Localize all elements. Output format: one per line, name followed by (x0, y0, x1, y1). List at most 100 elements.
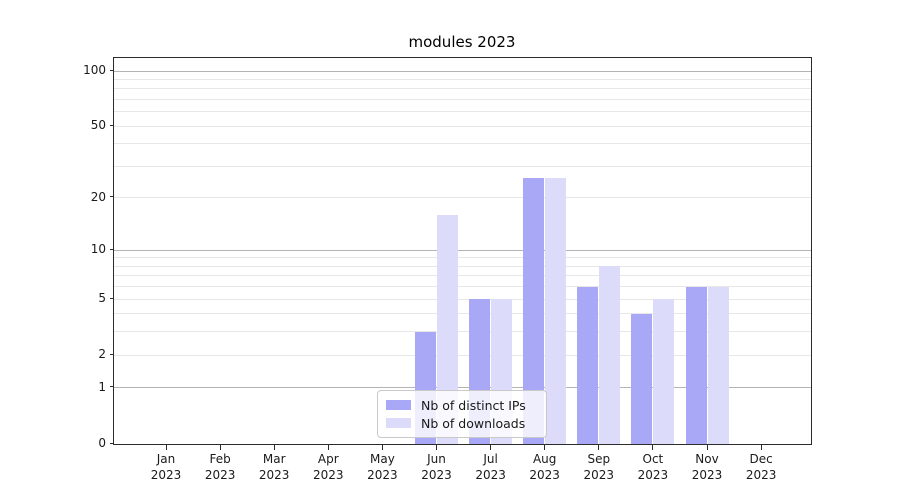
x-tick-label: Jul 2023 (459, 451, 523, 483)
x-tick-year: 2023 (150, 468, 182, 482)
x-tick-year: 2023 (367, 468, 398, 482)
y-tick-mark (110, 353, 114, 355)
x-tick-mark (544, 445, 546, 450)
bar-distinct-ips (523, 177, 545, 444)
x-tick-month: Jul (483, 452, 498, 466)
x-tick-label: May 2023 (350, 451, 414, 483)
y-gridline-minor (114, 354, 811, 356)
y-tick-mark (110, 386, 114, 388)
y-tick-mark (110, 442, 114, 444)
x-tick-month: Apr (317, 452, 339, 466)
y-tick-label: 5 (98, 291, 106, 306)
y-gridline-minor (114, 88, 811, 90)
y-tick-mark (110, 124, 114, 126)
bar-downloads (599, 266, 621, 444)
x-tick-month: May (369, 452, 395, 466)
x-tick-month: Oct (642, 452, 664, 466)
y-gridline-major (114, 387, 811, 389)
x-tick-year: 2023 (745, 468, 777, 482)
x-tick-mark (652, 445, 654, 450)
x-tick-year: 2023 (475, 468, 506, 482)
y-gridline-minor (114, 313, 811, 315)
x-tick-month: Jun (427, 452, 446, 466)
x-tick-month: Dec (749, 452, 773, 466)
y-gridline-minor (114, 197, 811, 199)
y-gridline-major (114, 249, 811, 251)
legend-swatch (386, 400, 411, 410)
plot-area (113, 57, 812, 445)
y-gridline-minor (114, 257, 811, 259)
x-tick-label: Jan 2023 (134, 451, 198, 483)
y-tick-mark (110, 297, 114, 299)
y-tick-label: 2 (98, 347, 106, 362)
bar-downloads (707, 286, 729, 444)
x-tick-mark (706, 445, 708, 450)
y-tick-label: 50 (90, 118, 106, 133)
bar-downloads (653, 299, 675, 444)
y-gridline-minor (114, 98, 811, 100)
y-gridline-minor (114, 78, 811, 80)
y-tick-mark (110, 69, 114, 71)
x-tick-mark (219, 445, 221, 450)
y-gridline-minor (114, 298, 811, 300)
y-tick-label: 10 (90, 242, 106, 257)
x-tick-mark (760, 445, 762, 450)
x-tick-month: Jan (156, 452, 176, 466)
bar-downloads (545, 177, 567, 444)
x-tick-mark (273, 445, 275, 450)
y-tick-label: 20 (90, 189, 106, 204)
y-tick-label: 0 (98, 436, 106, 450)
y-gridline-minor (114, 331, 811, 333)
legend-swatch (386, 418, 411, 428)
y-tick-label: 1 (98, 379, 106, 394)
x-tick-year: 2023 (421, 468, 452, 482)
x-tick-mark (436, 445, 437, 450)
y-gridline-minor (114, 275, 811, 277)
y-gridline-minor (114, 265, 811, 267)
x-tick-month: Mar (262, 452, 286, 466)
x-tick-mark (490, 445, 492, 450)
x-tick-year: 2023 (637, 468, 669, 482)
y-tick-mark (110, 248, 114, 250)
x-tick-label: Mar 2023 (242, 451, 306, 483)
y-gridline-minor (114, 165, 811, 167)
legend-label: Nb of distinct IPs (421, 397, 526, 413)
legend-label: Nb of downloads (421, 415, 526, 431)
x-tick-label: Sep 2023 (567, 451, 631, 483)
x-tick-month: Nov (695, 452, 719, 466)
y-gridline-minor (114, 125, 811, 127)
y-gridline-minor (114, 286, 811, 288)
x-tick-mark (598, 445, 600, 450)
x-tick-label: Dec 2023 (729, 451, 793, 483)
y-tick-label: 100 (83, 63, 106, 77)
x-tick-month: Feb (209, 452, 231, 466)
x-tick-label: Jun 2023 (405, 451, 469, 483)
bar-distinct-ips (577, 286, 599, 444)
y-gridline-major (114, 70, 811, 72)
x-tick-year: 2023 (313, 468, 344, 482)
x-tick-label: Oct 2023 (621, 451, 685, 483)
bar-downloads (437, 215, 458, 444)
legend-item: Nb of downloads (386, 414, 538, 432)
x-tick-year: 2023 (583, 468, 615, 482)
y-tick-mark (110, 196, 114, 198)
x-tick-year: 2023 (691, 468, 723, 482)
y-gridline-minor (114, 143, 811, 145)
x-tick-month: Sep (587, 452, 611, 466)
legend-box: Nb of distinct IPs Nb of downloads (377, 390, 547, 438)
x-tick-label: Nov 2023 (675, 451, 739, 483)
y-gridline-minor (114, 111, 811, 113)
x-tick-year: 2023 (204, 468, 236, 482)
bar-distinct-ips (685, 286, 707, 444)
x-tick-label: Apr 2023 (296, 451, 360, 483)
chart-title: modules 2023 (408, 33, 516, 51)
x-tick-label: Feb 2023 (188, 451, 252, 483)
x-tick-label: Aug 2023 (513, 451, 577, 483)
x-tick-mark (327, 445, 329, 450)
bar-distinct-ips (631, 313, 653, 444)
x-tick-mark (165, 445, 167, 450)
legend-item: Nb of distinct IPs (386, 396, 538, 414)
x-tick-year: 2023 (529, 468, 560, 482)
x-tick-month: Aug (532, 452, 557, 466)
